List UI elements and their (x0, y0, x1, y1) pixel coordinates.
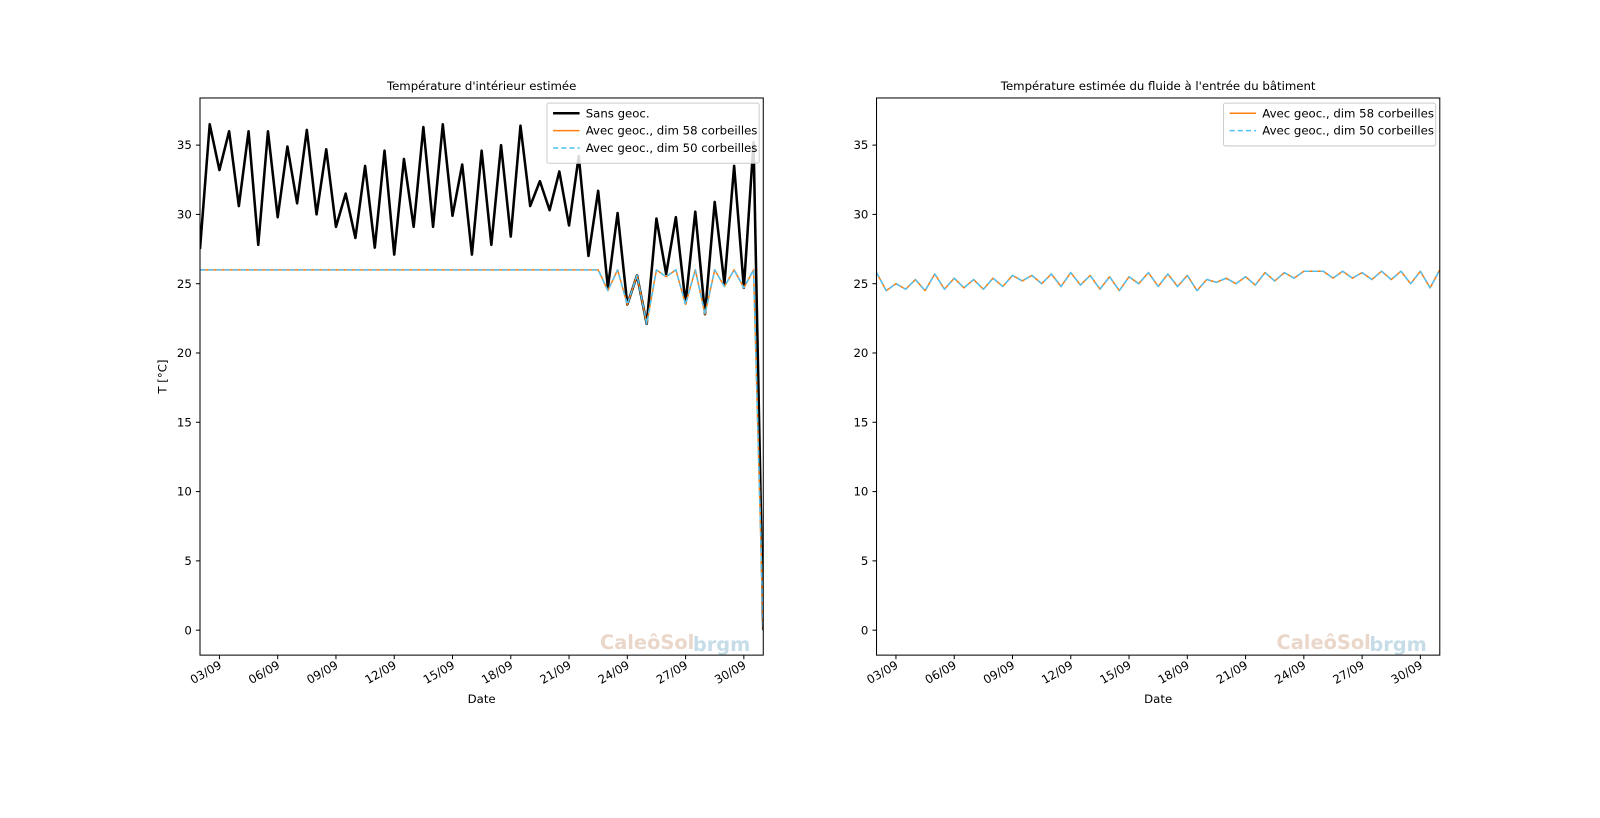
x-tick-label: 06/09 (923, 658, 959, 687)
x-tick-label: 30/09 (1389, 658, 1425, 687)
x-tick-label: 09/09 (304, 658, 340, 687)
plot-frame (199, 97, 764, 656)
y-tick-label: 5 (861, 554, 868, 568)
y-tick-label: 20 (177, 346, 192, 360)
x-tick-label: 09/09 (981, 658, 1017, 687)
line-series (200, 123, 764, 631)
x-tick-label: 18/09 (1156, 658, 1192, 687)
y-tick-label: 30 (177, 207, 192, 221)
x-tick-label: 27/09 (1330, 658, 1366, 687)
y-tick-label: 0 (184, 623, 191, 637)
x-tick-label: 21/09 (537, 658, 573, 687)
legend-label: Avec geoc., dim 58 corbeilles (1262, 106, 1434, 120)
y-tick-label: 15 (853, 415, 868, 429)
line-series (876, 269, 1440, 292)
x-tick-label: 15/09 (421, 658, 457, 687)
y-tick-label: 15 (177, 415, 192, 429)
watermark: brgm (693, 633, 750, 656)
legend-label: Avec geoc., dim 50 corbeilles (1262, 124, 1434, 138)
line-series (876, 269, 1440, 292)
x-tick-label: 03/09 (864, 658, 900, 687)
x-axis-label: Date (468, 692, 496, 706)
x-tick-label: 27/09 (654, 658, 690, 687)
y-tick-label: 5 (184, 554, 191, 568)
y-tick-label: 10 (853, 485, 868, 499)
x-tick-label: 15/09 (1097, 658, 1133, 687)
watermark: brgm (1369, 633, 1426, 656)
legend: Avec geoc., dim 58 corbeilles Avec geoc.,… (1222, 102, 1437, 147)
x-tick-label: 24/09 (596, 658, 632, 687)
legend-box (1222, 102, 1437, 147)
x-tick-label: 30/09 (712, 658, 748, 687)
plot-frame (876, 97, 1441, 656)
chart-title: Température estimée du fluide à l'entrée… (1000, 79, 1316, 93)
x-tick-label: 21/09 (1214, 658, 1250, 687)
y-tick-label: 0 (861, 623, 868, 637)
line-series (200, 269, 764, 631)
x-axis-label: Date (1144, 692, 1172, 706)
legend-label: Sans geoc. (586, 106, 650, 120)
line-series (200, 269, 764, 631)
x-tick-label: 06/09 (246, 658, 282, 687)
y-axis-label: T [°C] (155, 360, 169, 395)
x-tick-label: 18/09 (479, 658, 515, 687)
legend-label: Avec geoc., dim 50 corbeilles (586, 141, 758, 155)
y-tick-label: 35 (177, 138, 192, 152)
legend-box (546, 102, 760, 164)
y-tick-label: 20 (853, 346, 868, 360)
y-tick-label: 35 (853, 138, 868, 152)
x-tick-label: 03/09 (188, 658, 224, 687)
y-tick-label: 30 (853, 207, 868, 221)
y-tick-label: 25 (177, 277, 192, 291)
y-tick-label: 25 (853, 277, 868, 291)
x-tick-label: 24/09 (1272, 658, 1308, 687)
y-tick-label: 10 (177, 485, 192, 499)
watermark: CaleôSol (1277, 631, 1371, 654)
chart-title: Température d'intérieur estimée (386, 79, 576, 93)
watermark: CaleôSol (600, 631, 694, 654)
x-tick-label: 12/09 (1039, 658, 1075, 687)
legend: Sans geoc. Avec geoc., dim 58 corbeilles A… (546, 102, 760, 164)
legend-label: Avec geoc., dim 58 corbeilles (586, 124, 758, 138)
x-tick-label: 12/09 (363, 658, 399, 687)
